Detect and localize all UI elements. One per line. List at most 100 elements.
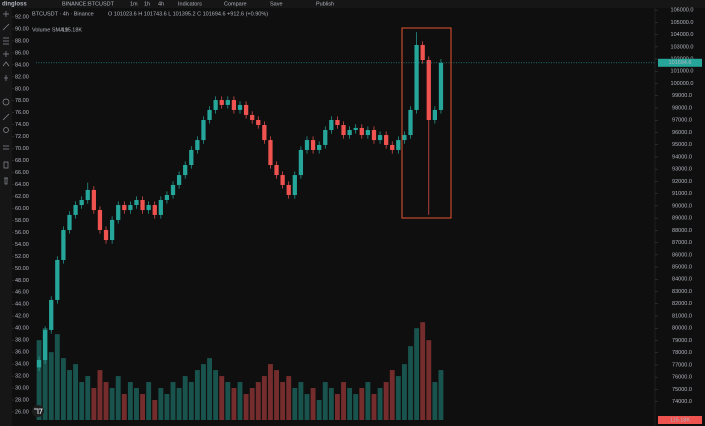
candle-body	[250, 114, 255, 120]
interval-button[interactable]: 1h	[144, 1, 150, 7]
y-tick-label: 97000.0	[672, 118, 692, 124]
volume-bar	[432, 382, 438, 420]
candle-body	[390, 144, 395, 150]
volume-bar	[255, 382, 261, 420]
candle-body	[426, 60, 431, 120]
y2-tick-label: 56.00	[15, 230, 29, 236]
logo-mark	[34, 408, 43, 415]
candle-body	[347, 130, 352, 136]
magnet-tool[interactable]	[3, 145, 9, 150]
y2-tick-label: 78.00	[15, 98, 29, 104]
volume-bar	[268, 364, 273, 420]
fib-tool[interactable]	[3, 37, 9, 45]
y2-tick-label: 48.00	[15, 278, 29, 284]
candle-body	[384, 135, 389, 145]
candle-body	[36, 360, 42, 368]
y2-tick-label: 58.00	[15, 218, 29, 224]
toolbar-button[interactable]: Save	[270, 1, 283, 7]
volume-bar	[377, 388, 383, 420]
volume-bar	[231, 388, 237, 420]
candle-body	[365, 130, 371, 136]
volume-bar	[194, 370, 200, 420]
volume-bar	[286, 376, 292, 420]
y-tick-label: 83000.0	[672, 289, 692, 295]
volume-bar	[121, 394, 127, 420]
y2-tick-label: 62.00	[15, 194, 29, 200]
trendline-tool[interactable]	[2, 23, 10, 31]
y2-tick-label: 54.00	[15, 242, 29, 248]
toolbar-button[interactable]: Compare	[224, 1, 247, 7]
pattern-tool[interactable]	[3, 51, 9, 57]
y-tick-label: 89000.0	[672, 216, 692, 222]
y-tick-label: 86000.0	[672, 252, 692, 258]
y2-tick-label: 46.00	[15, 290, 29, 296]
volume-bar	[274, 370, 279, 420]
volume-bar	[176, 388, 182, 420]
volume-bar	[383, 382, 389, 420]
y2-tick-label: 92.00	[15, 14, 29, 20]
zoom-tool[interactable]	[3, 127, 9, 133]
candle-body	[134, 200, 139, 206]
y-tick-label: 75000.0	[672, 387, 692, 393]
measure-tool[interactable]	[2, 113, 10, 121]
candle-body	[61, 229, 66, 260]
y-tick-label: 105000.0	[671, 20, 694, 26]
candle-body	[201, 119, 206, 141]
candle-body	[262, 125, 267, 141]
icon-tool[interactable]	[2, 98, 10, 106]
drawing-tools	[2, 11, 10, 185]
volume-bar	[170, 382, 176, 420]
last-price-badge	[658, 58, 702, 67]
y2-tick-label: 82.00	[15, 74, 29, 80]
text-tool[interactable]	[4, 75, 8, 81]
toolbar-button[interactable]: Indicators	[178, 1, 202, 7]
crosshair-tool[interactable]	[3, 11, 9, 17]
candle-body	[183, 165, 188, 176]
candle-body	[85, 189, 90, 201]
volume-bar	[261, 376, 267, 420]
toolbar-button[interactable]: Publish	[316, 1, 334, 7]
y-tick-label: 92000.0	[672, 179, 692, 185]
volume-bar	[103, 382, 109, 420]
volume-bar	[414, 328, 420, 420]
projection-tool[interactable]	[2, 61, 10, 67]
volume-bar	[85, 376, 91, 420]
toolbar-items: 1m 1h 4h Indicators Compare Save Publish	[130, 1, 334, 7]
volume-bar	[115, 376, 121, 420]
volume-bar	[280, 382, 286, 420]
y2-tick-label: 88.00	[15, 38, 29, 44]
y2-tick-label: 32.00	[15, 374, 29, 380]
y2-tick-label: 44.00	[15, 302, 29, 308]
candle-body	[438, 62, 444, 110]
candle-body	[298, 149, 304, 176]
volume-bar	[426, 340, 432, 420]
y2-tick-label: 72.00	[15, 134, 29, 140]
volume-bar	[328, 388, 334, 420]
y-tick-label: 93000.0	[672, 167, 692, 173]
interval-button[interactable]: 1m	[130, 1, 138, 7]
candle-body	[55, 259, 60, 300]
candle-body	[73, 205, 78, 215]
lock-tool[interactable]	[3, 161, 9, 169]
volume-bar	[292, 388, 298, 420]
indicator-label: Volume SMA 9	[32, 27, 68, 33]
candle-body	[49, 299, 54, 330]
trash-tool[interactable]	[4, 177, 8, 185]
ohlc-legend: O 101023.6 H 101743.6 L 101395.2 C 10169…	[108, 11, 268, 17]
candle-body	[420, 44, 425, 61]
candle-body	[414, 44, 419, 110]
y-tick-label: 91000.0	[672, 191, 692, 197]
volume-bar	[207, 358, 212, 420]
candle-body	[122, 205, 127, 211]
volume-bar	[134, 388, 139, 420]
volume-bar	[158, 388, 164, 420]
symbol-search[interactable]: BINANCE:BTCUSDT	[62, 1, 115, 7]
brand: dingloss	[2, 2, 27, 8]
candle-body	[97, 210, 103, 230]
candle-body	[140, 200, 145, 211]
y2-tick-label: 30.00	[15, 385, 29, 391]
candle-body	[213, 100, 218, 110]
interval-button[interactable]: 4h	[158, 1, 164, 7]
